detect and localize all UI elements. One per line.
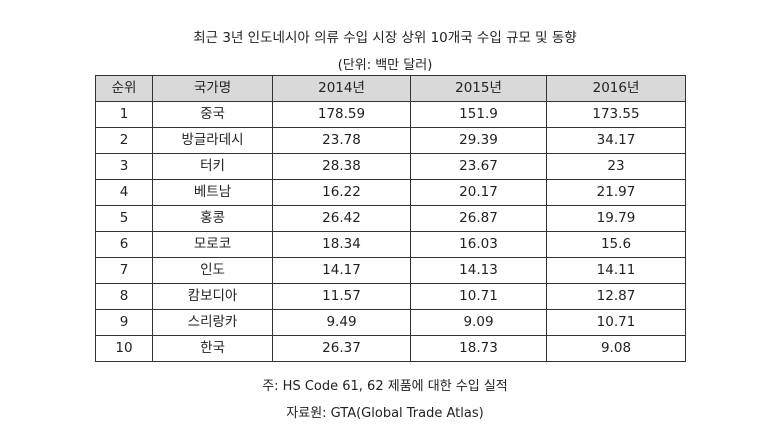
cell-rank: 3 xyxy=(95,153,153,180)
table-title: 최근 3년 인도네시아 의류 수입 시장 상위 10개국 수입 규모 및 동향 xyxy=(193,30,577,46)
cell-rank: 7 xyxy=(95,257,153,284)
header-rank: 순위 xyxy=(95,75,153,102)
cell-rank: 2 xyxy=(95,127,153,154)
table-row: 4 베트남 16.22 20.17 21.97 xyxy=(95,179,686,206)
cell-2014: 11.57 xyxy=(272,283,411,310)
table-row: 1 중국 178.59 151.9 173.55 xyxy=(95,101,686,128)
cell-country: 인도 xyxy=(152,257,273,284)
table-row: 9 스리랑카 9.49 9.09 10.71 xyxy=(95,309,686,336)
cell-country: 캄보디아 xyxy=(152,283,273,310)
table-row: 5 홍콩 26.42 26.87 19.79 xyxy=(95,205,686,232)
table-row: 3 터키 28.38 23.67 23 xyxy=(95,153,686,180)
cell-2015: 10.71 xyxy=(410,283,547,310)
cell-2014: 178.59 xyxy=(272,101,411,128)
cell-2014: 14.17 xyxy=(272,257,411,284)
cell-2016: 9.08 xyxy=(546,335,686,362)
cell-country: 베트남 xyxy=(152,179,273,206)
cell-2015: 9.09 xyxy=(410,309,547,336)
cell-country: 터키 xyxy=(152,153,273,180)
cell-2016: 10.71 xyxy=(546,309,686,336)
import-table: 순위 국가명 2014년 2015년 2016년 1 중국 178.59 151… xyxy=(95,75,686,362)
cell-2014: 23.78 xyxy=(272,127,411,154)
cell-rank: 10 xyxy=(95,335,153,362)
cell-rank: 8 xyxy=(95,283,153,310)
cell-2014: 9.49 xyxy=(272,309,411,336)
cell-rank: 9 xyxy=(95,309,153,336)
cell-2014: 16.22 xyxy=(272,179,411,206)
header-2016: 2016년 xyxy=(546,75,686,102)
source-note: 자료원: GTA(Global Trade Atlas) xyxy=(286,406,484,421)
cell-2015: 14.13 xyxy=(410,257,547,284)
cell-country: 스리랑카 xyxy=(152,309,273,336)
cell-2016: 19.79 xyxy=(546,205,686,232)
cell-2016: 12.87 xyxy=(546,283,686,310)
cell-rank: 6 xyxy=(95,231,153,258)
cell-country: 한국 xyxy=(152,335,273,362)
cell-country: 중국 xyxy=(152,101,273,128)
cell-2016: 15.6 xyxy=(546,231,686,258)
cell-2015: 26.87 xyxy=(410,205,547,232)
table-note: 주: HS Code 61, 62 제품에 대한 수입 실적 xyxy=(262,379,508,394)
cell-rank: 4 xyxy=(95,179,153,206)
cell-rank: 1 xyxy=(95,101,153,128)
cell-2016: 23 xyxy=(546,153,686,180)
header-2014: 2014년 xyxy=(272,75,411,102)
cell-2014: 26.42 xyxy=(272,205,411,232)
cell-2016: 34.17 xyxy=(546,127,686,154)
table-row: 8 캄보디아 11.57 10.71 12.87 xyxy=(95,283,686,310)
table-row: 7 인도 14.17 14.13 14.11 xyxy=(95,257,686,284)
cell-country: 방글라데시 xyxy=(152,127,273,154)
cell-rank: 5 xyxy=(95,205,153,232)
header-2015: 2015년 xyxy=(410,75,547,102)
table-row: 6 모로코 18.34 16.03 15.6 xyxy=(95,231,686,258)
cell-2015: 23.67 xyxy=(410,153,547,180)
cell-2015: 151.9 xyxy=(410,101,547,128)
cell-2014: 28.38 xyxy=(272,153,411,180)
cell-2016: 173.55 xyxy=(546,101,686,128)
table-row: 2 방글라데시 23.78 29.39 34.17 xyxy=(95,127,686,154)
cell-2016: 14.11 xyxy=(546,257,686,284)
cell-country: 홍콩 xyxy=(152,205,273,232)
unit-label: (단위: 백만 달러) xyxy=(337,58,433,73)
cell-2015: 20.17 xyxy=(410,179,547,206)
table-header-row: 순위 국가명 2014년 2015년 2016년 xyxy=(95,75,686,102)
cell-2016: 21.97 xyxy=(546,179,686,206)
table-row: 10 한국 26.37 18.73 9.08 xyxy=(95,335,686,362)
cell-2015: 18.73 xyxy=(410,335,547,362)
cell-2015: 29.39 xyxy=(410,127,547,154)
cell-2014: 26.37 xyxy=(272,335,411,362)
cell-country: 모로코 xyxy=(152,231,273,258)
header-country: 국가명 xyxy=(152,75,273,102)
cell-2014: 18.34 xyxy=(272,231,411,258)
cell-2015: 16.03 xyxy=(410,231,547,258)
